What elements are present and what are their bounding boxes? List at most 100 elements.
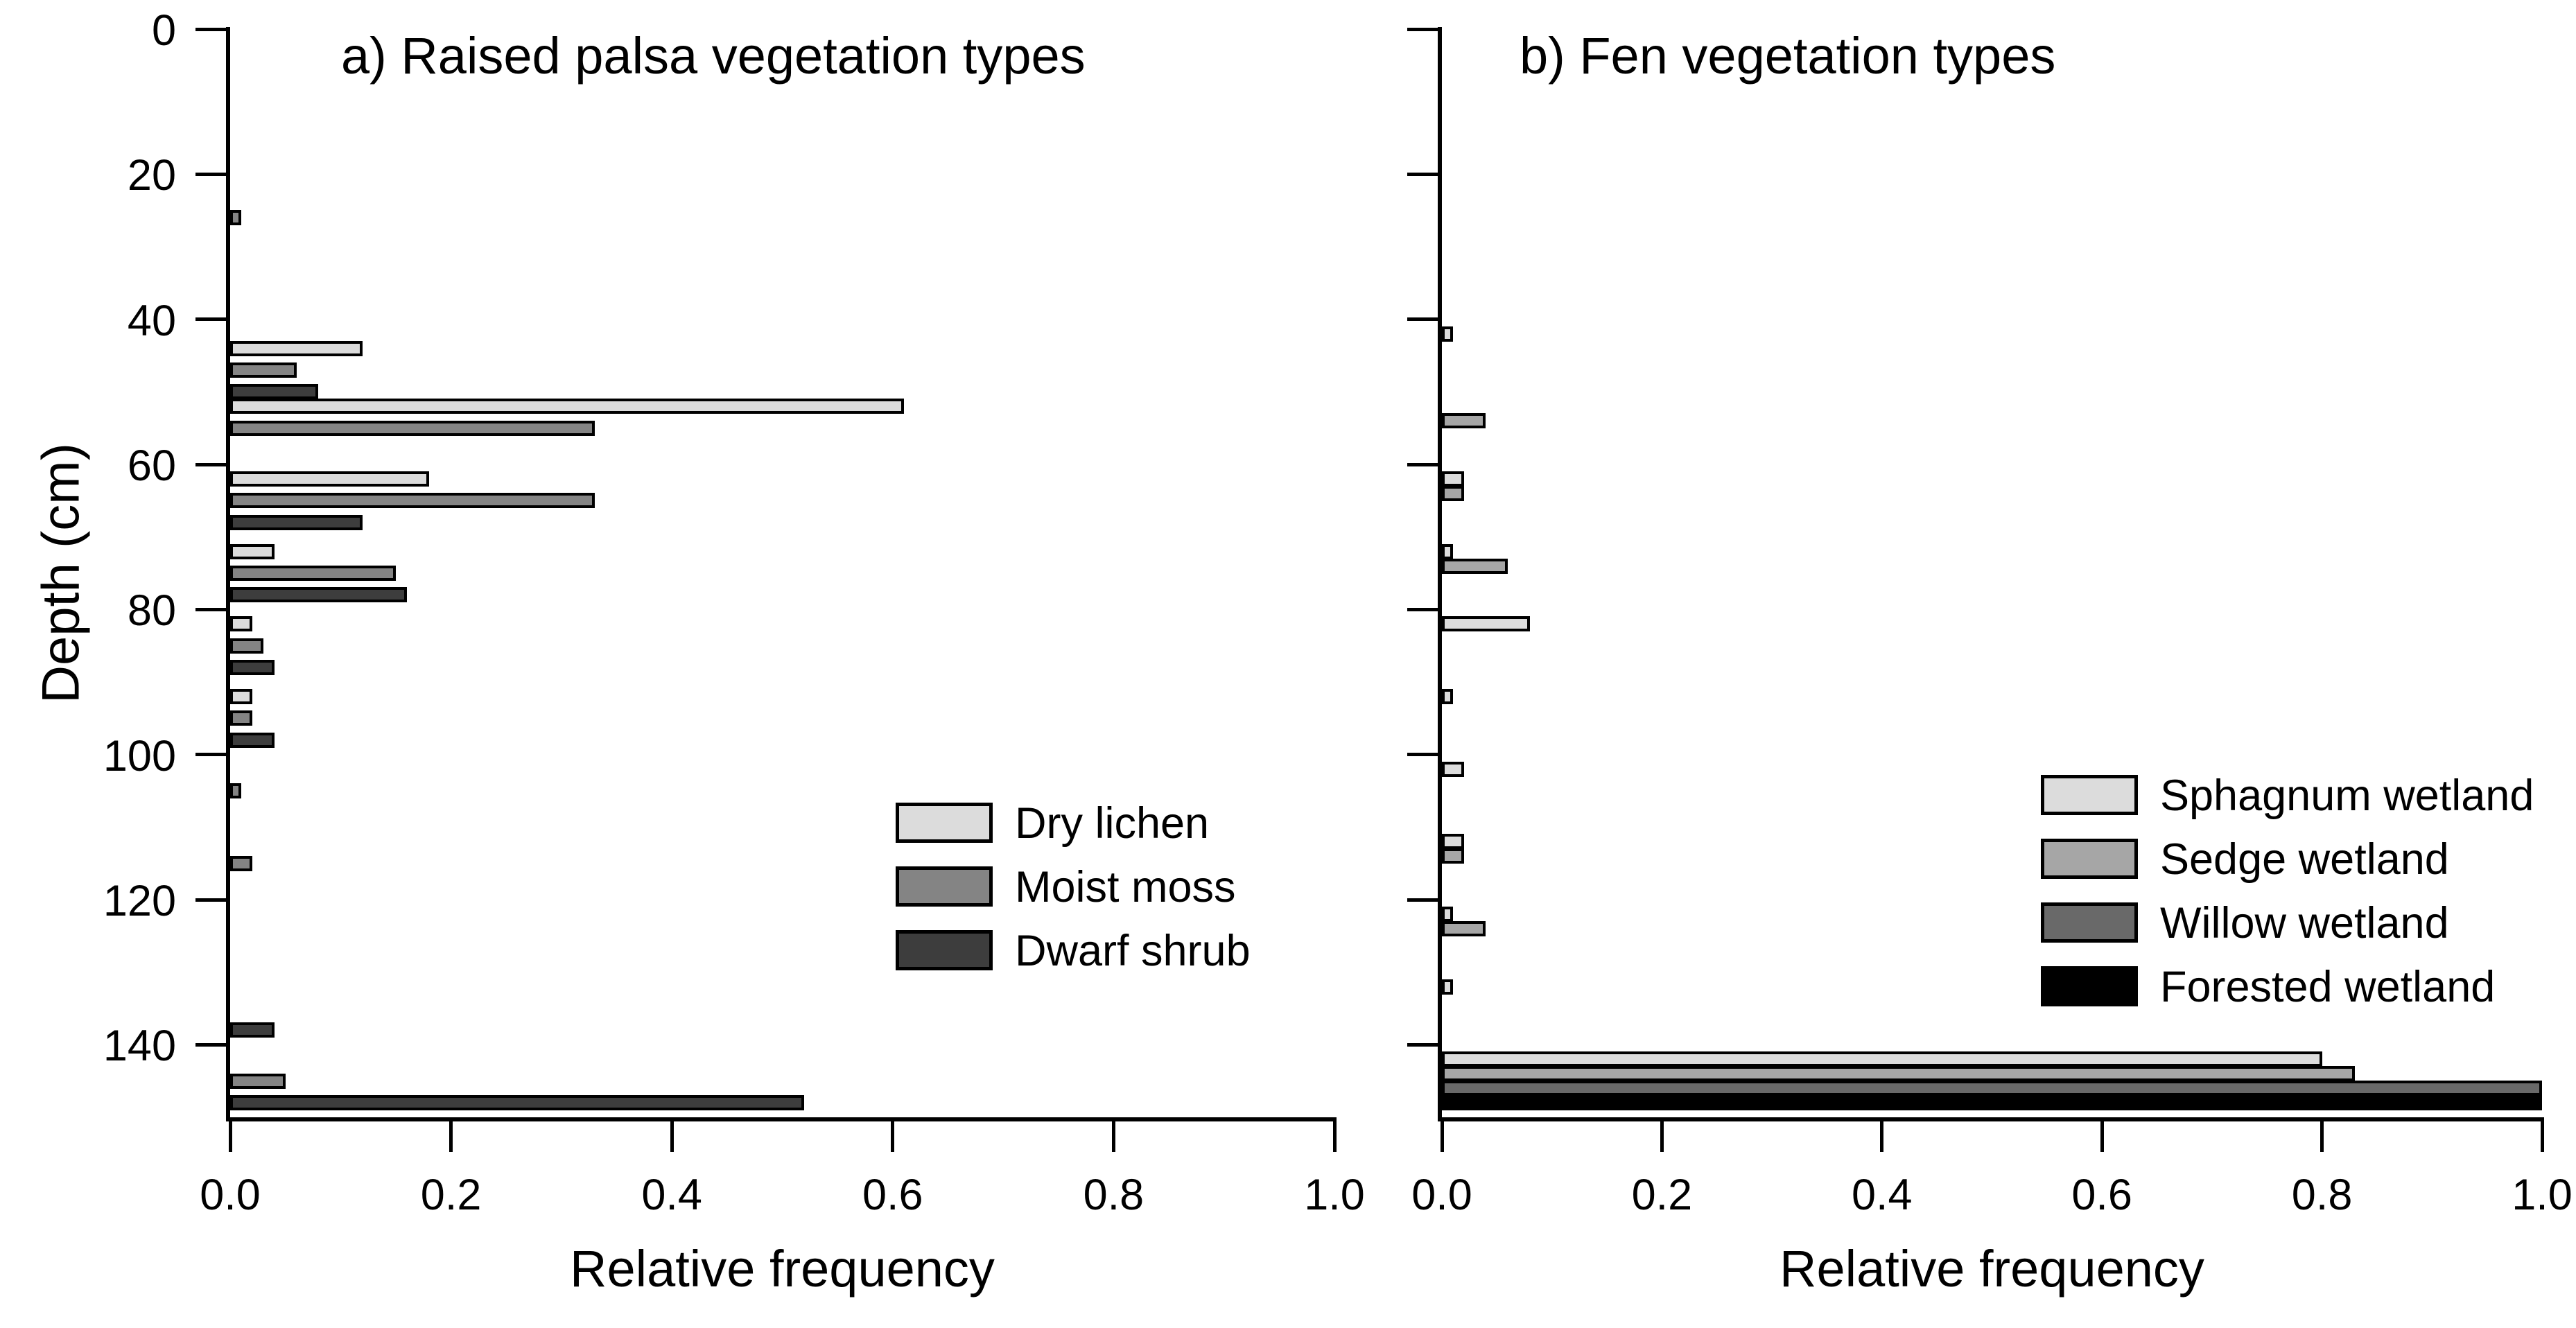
- bar: [1442, 921, 1486, 936]
- x-axis-tick-label: 0.0: [1411, 1171, 1472, 1219]
- legend-label: Willow wetland: [2160, 899, 2449, 947]
- bar: [1442, 834, 1464, 849]
- bar: [1442, 486, 1464, 501]
- x-axis-tick-label: 0.2: [420, 1171, 482, 1219]
- y-axis-tick: [195, 607, 226, 611]
- x-axis-tick: [228, 1121, 232, 1152]
- bar: [230, 1074, 286, 1089]
- bar: [1442, 559, 1508, 574]
- x-axis-tick: [891, 1121, 895, 1152]
- legend-item: Sphagnum wetland: [2041, 771, 2534, 820]
- bar: [230, 1095, 804, 1110]
- x-axis-tick-label: 0.8: [1083, 1171, 1145, 1219]
- bar: [230, 783, 241, 798]
- legend-swatch: [896, 866, 993, 907]
- bar: [230, 341, 363, 356]
- y-axis-tick-label: 140: [103, 1022, 176, 1071]
- x-axis-line: [1438, 1117, 2544, 1121]
- x-axis-tick-label: 0.4: [641, 1171, 702, 1219]
- bar: [1442, 848, 1464, 864]
- y-axis-tick: [1407, 898, 1438, 902]
- x-axis-tick-label: 0.8: [2291, 1171, 2353, 1219]
- x-axis-tick: [1332, 1121, 1337, 1152]
- bar: [230, 616, 252, 631]
- legend-swatch: [2041, 902, 2138, 943]
- legend-swatch: [2041, 839, 2138, 879]
- bar: [230, 544, 275, 559]
- bar: [1442, 1051, 2322, 1067]
- bar: [1442, 907, 1453, 922]
- x-axis-tick: [1660, 1121, 1664, 1152]
- y-axis-tick-label: 0: [151, 6, 176, 55]
- legend-label: Dwarf shrub: [1015, 927, 1251, 975]
- y-axis-tick: [195, 753, 226, 757]
- legend-item: Dry lichen: [896, 799, 1339, 848]
- bar: [230, 421, 595, 436]
- panel-b-x-axis-title: Relative frequency: [1779, 1240, 2204, 1298]
- y-axis-tick: [1407, 753, 1438, 757]
- legend-label: Sphagnum wetland: [2160, 771, 2534, 820]
- panel-b-title: b) Fen vegetation types: [1520, 27, 2056, 85]
- y-axis-tick: [1407, 462, 1438, 466]
- bar: [1442, 1081, 2542, 1096]
- x-axis-tick: [2100, 1121, 2104, 1152]
- legend-item: Dwarf shrub: [896, 927, 1339, 975]
- y-axis-tick: [1407, 172, 1438, 176]
- bar: [230, 733, 275, 748]
- y-axis-tick: [1407, 1042, 1438, 1047]
- bar: [230, 638, 263, 654]
- bar: [230, 566, 396, 581]
- legend-label: Sedge wetland: [2160, 835, 2449, 884]
- y-axis-line: [226, 27, 230, 1119]
- x-axis-tick: [2540, 1121, 2544, 1152]
- bar: [230, 362, 297, 378]
- legend-item: Willow wetland: [2041, 899, 2484, 947]
- y-axis-tick: [1407, 317, 1438, 322]
- x-axis-tick: [670, 1121, 674, 1152]
- x-axis-tick-label: 0.6: [2071, 1171, 2132, 1219]
- bar: [230, 710, 252, 726]
- x-axis-line: [226, 1117, 1337, 1121]
- y-axis-tick-label: 80: [127, 586, 176, 636]
- y-axis-tick: [195, 172, 226, 176]
- bar: [1442, 1066, 2355, 1081]
- x-axis-tick: [1111, 1121, 1115, 1152]
- bar: [1442, 762, 1464, 777]
- bar: [1442, 616, 1530, 631]
- x-axis-tick: [449, 1121, 453, 1152]
- y-axis-tick: [195, 898, 226, 902]
- bar: [230, 689, 252, 704]
- y-axis-tick: [1407, 27, 1438, 31]
- x-axis-tick-label: 1.0: [2512, 1171, 2573, 1219]
- x-axis-tick-label: 0.0: [200, 1171, 261, 1219]
- bar: [230, 515, 363, 530]
- legend-swatch: [2041, 775, 2138, 815]
- x-axis-tick: [2320, 1121, 2324, 1152]
- y-axis-tick-label: 60: [127, 442, 176, 490]
- legend-label: Moist moss: [1015, 863, 1236, 911]
- bar: [1442, 979, 1453, 995]
- legend-swatch: [2041, 966, 2138, 1006]
- bar: [230, 856, 252, 871]
- x-axis-tick-label: 0.6: [862, 1171, 923, 1219]
- bar: [230, 587, 407, 602]
- bar: [230, 384, 318, 399]
- bar: [230, 210, 241, 225]
- y-axis-line: [1438, 27, 1442, 1119]
- x-axis-tick-label: 0.2: [1631, 1171, 1693, 1219]
- legend-swatch: [896, 930, 993, 970]
- y-axis-tick: [195, 1042, 226, 1047]
- bar: [1442, 544, 1453, 559]
- bar: [230, 660, 275, 675]
- x-axis-tick-label: 1.0: [1304, 1171, 1365, 1219]
- y-axis-tick-label: 40: [127, 296, 176, 345]
- bar: [230, 399, 904, 414]
- y-axis-tick: [195, 27, 226, 31]
- legend-item: Sedge wetland: [2041, 835, 2484, 884]
- bar: [230, 493, 595, 508]
- panel-a-x-axis-title: Relative frequency: [570, 1240, 995, 1298]
- x-axis-tick: [1440, 1121, 1444, 1152]
- legend-label: Dry lichen: [1015, 799, 1210, 848]
- legend-item: Forested wetland: [2041, 963, 2495, 1011]
